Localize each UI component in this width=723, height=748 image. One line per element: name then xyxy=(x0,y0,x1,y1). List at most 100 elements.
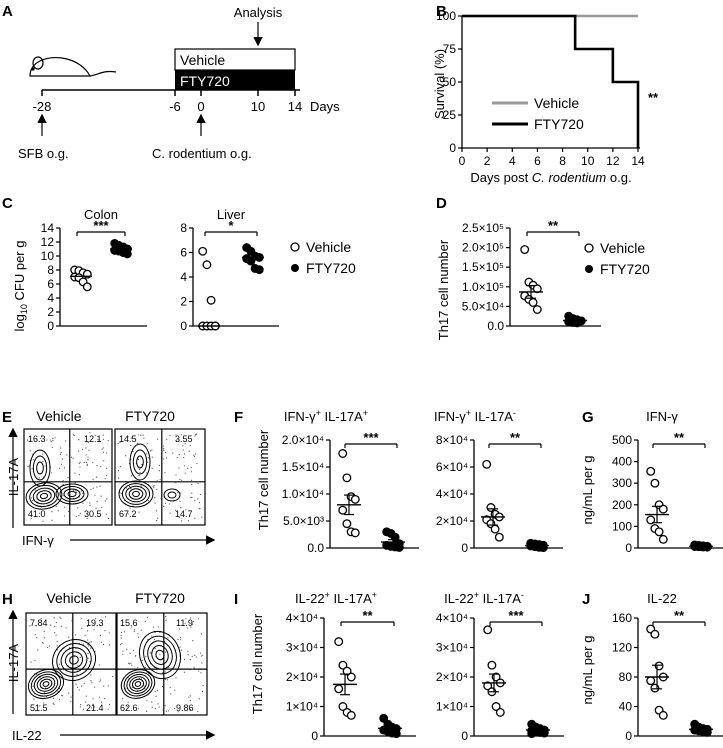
event-dot xyxy=(179,637,181,639)
data-point xyxy=(202,260,212,270)
event-dot xyxy=(138,468,141,471)
event-dot xyxy=(56,645,58,647)
f-ylabel: Th17 cell number xyxy=(256,429,271,530)
event-dot xyxy=(186,627,188,629)
f-title-1: IFN-γ+ IL-17A+ xyxy=(284,408,368,424)
panel-c: C log10 CFU per g Colon Liver 0246810121… xyxy=(2,195,356,333)
panel-letter-d: D xyxy=(436,195,447,212)
event-dot xyxy=(163,447,165,449)
event-dot xyxy=(34,625,36,627)
event-dot xyxy=(197,482,199,485)
event-dot xyxy=(54,625,56,627)
data-point xyxy=(334,637,344,647)
event-dot xyxy=(178,440,180,442)
x-tick-label: 8 xyxy=(559,154,566,168)
event-dot xyxy=(183,659,186,661)
event-dot xyxy=(164,671,166,673)
event-dot xyxy=(132,649,135,651)
event-dot xyxy=(166,679,169,681)
event-dot xyxy=(85,461,88,463)
event-dot xyxy=(71,620,73,622)
event-dot xyxy=(80,618,82,620)
j-ylabel: ng/mL per g xyxy=(580,636,595,705)
event-dot xyxy=(127,701,129,703)
h-veh-q1: 7.84 xyxy=(30,618,48,628)
b-ylabel: Survival (%) xyxy=(432,49,447,119)
event-dot xyxy=(189,695,191,697)
event-dot xyxy=(130,444,132,447)
y-tick-label: 3×10⁴ xyxy=(286,641,318,655)
contour-line xyxy=(56,643,92,677)
event-dot xyxy=(183,453,186,455)
event-dot xyxy=(136,442,139,444)
event-dot xyxy=(200,655,203,657)
event-dot xyxy=(95,507,97,509)
event-dot xyxy=(181,479,183,481)
event-dot xyxy=(81,685,83,687)
data-point xyxy=(350,494,360,504)
data-point xyxy=(491,702,501,711)
significance-stars: *** xyxy=(93,218,109,233)
event-dot xyxy=(120,492,122,495)
data-point xyxy=(198,246,208,256)
event-dot xyxy=(130,662,132,664)
j-title: IL-22 xyxy=(647,591,677,606)
event-dot xyxy=(70,456,73,458)
event-dot xyxy=(89,432,91,434)
data-point xyxy=(483,681,493,691)
significance-stars: ** xyxy=(674,608,685,623)
ifng-elisa-chart: 0 100 200 300 400 500 ** xyxy=(612,430,723,555)
contour-line xyxy=(36,676,56,692)
event-dot xyxy=(83,682,85,684)
y-tick-label: 12 xyxy=(41,235,55,249)
event-dot xyxy=(32,459,34,461)
event-dot xyxy=(75,490,77,492)
significance-stars: ** xyxy=(362,608,373,623)
y-tick-label: 14 xyxy=(41,221,55,235)
event-dot xyxy=(191,496,193,498)
timeline-tick: 10 xyxy=(251,99,265,114)
event-dot xyxy=(169,512,171,514)
b-legend: Vehicle FTY720 xyxy=(492,95,584,132)
event-dot xyxy=(156,480,158,482)
contour-line xyxy=(67,491,77,497)
y-tick-label: 0 xyxy=(461,729,468,743)
mouse-icon xyxy=(29,56,117,77)
contour-line xyxy=(39,678,53,690)
event-dot xyxy=(62,483,65,486)
event-dot xyxy=(163,505,165,507)
event-dot xyxy=(83,708,85,710)
event-dot xyxy=(43,702,45,704)
event-dot xyxy=(146,443,148,445)
event-dot xyxy=(194,500,196,502)
event-dot xyxy=(32,685,34,687)
event-dot xyxy=(184,443,186,445)
event-dot xyxy=(106,474,108,477)
significance-stars: *** xyxy=(363,430,379,445)
event-dot xyxy=(202,654,204,656)
event-dot xyxy=(166,438,168,440)
event-dot xyxy=(194,453,196,455)
event-dot xyxy=(78,514,80,517)
event-dot xyxy=(146,453,148,455)
data-point xyxy=(342,473,352,483)
b-legend-fty: FTY720 xyxy=(534,116,584,132)
b-xlabel: Days post C. rodentium o.g. xyxy=(470,170,631,185)
contour-line xyxy=(33,673,59,695)
flow-plot-vehicle-ifng xyxy=(23,428,113,526)
event-dot xyxy=(107,685,109,687)
event-dot xyxy=(77,507,79,509)
event-dot xyxy=(137,708,139,710)
event-dot xyxy=(36,673,38,675)
c-liver-title: Liver xyxy=(217,207,246,222)
f-title-2: IFN-γ+ IL-17A- xyxy=(434,408,516,424)
il22-il17a-single-chart: 0 1×10⁴ 2×10⁴ 3×10⁴ 4×10⁴ *** xyxy=(436,608,564,743)
contour-line xyxy=(42,681,50,687)
event-dot xyxy=(59,698,61,701)
event-dot xyxy=(149,652,151,654)
event-dot xyxy=(151,467,153,469)
event-dot xyxy=(138,434,140,436)
data-point xyxy=(350,528,360,538)
data-point xyxy=(338,702,348,711)
data-point xyxy=(483,625,493,635)
